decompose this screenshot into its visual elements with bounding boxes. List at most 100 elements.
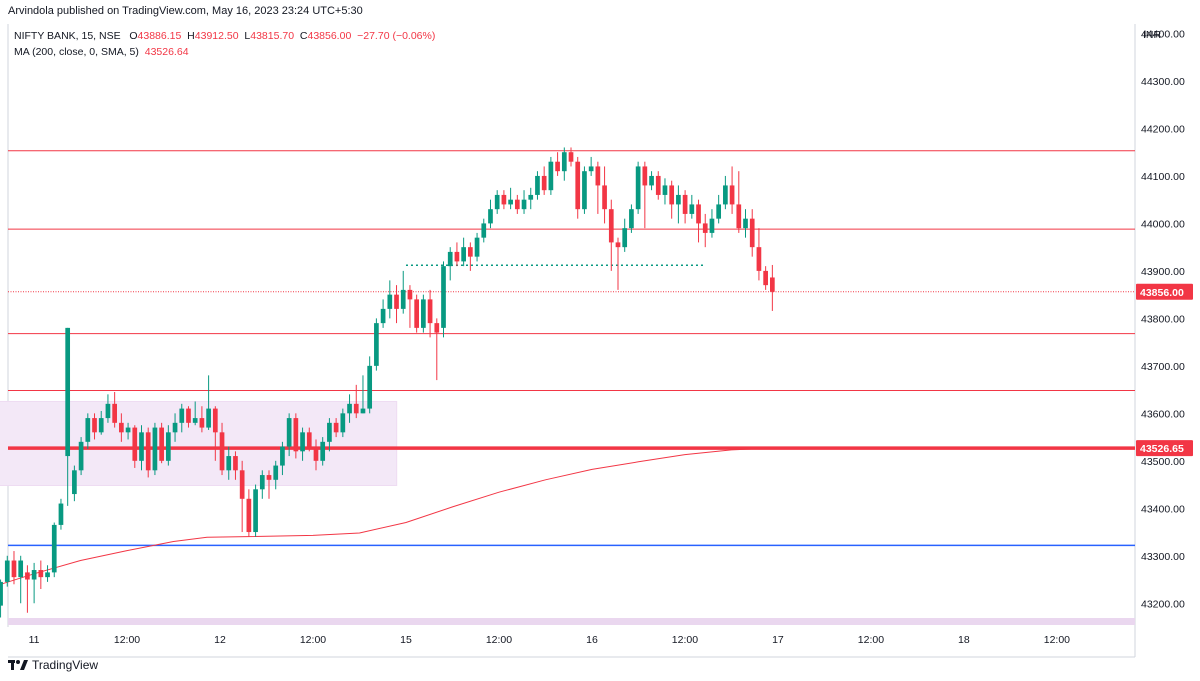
candle-body <box>696 204 701 224</box>
high-label: H <box>187 30 195 42</box>
candle-body <box>387 294 393 309</box>
y-tick-label: 43200.00 <box>1141 598 1185 610</box>
tradingview-footer: TradingView <box>8 658 98 672</box>
x-tick-label: 18 <box>958 634 970 646</box>
candle-body <box>655 175 661 195</box>
candle-body <box>447 251 453 267</box>
candle-body <box>467 247 473 257</box>
y-tick-label: 43500.00 <box>1141 456 1185 468</box>
candle-body <box>246 498 252 533</box>
candle-body <box>649 175 654 186</box>
candle-body <box>306 432 312 447</box>
candle-body <box>380 308 386 324</box>
candle-body <box>582 171 587 210</box>
y-tick-label: 44100.00 <box>1141 171 1185 183</box>
candle-body <box>327 422 332 442</box>
y-tick-label: 43900.00 <box>1141 266 1185 278</box>
low-value: 43815.70 <box>250 30 295 42</box>
candle-body <box>595 166 601 186</box>
candle-body <box>199 418 205 428</box>
candle-body <box>31 570 37 580</box>
publisher-caption: Arvindola published on TradingView.com, … <box>8 5 363 17</box>
y-tick-label: 43400.00 <box>1141 503 1185 515</box>
candle-body <box>394 294 399 309</box>
candle-body <box>763 270 768 286</box>
candle-body <box>434 323 440 333</box>
y-tick-label: 43700.00 <box>1141 361 1185 373</box>
candle-body <box>481 223 487 238</box>
candle-body <box>642 166 648 186</box>
x-tick-label: 12:00 <box>1044 634 1070 646</box>
change-value: −27.70 (−0.06%) <box>357 30 436 42</box>
candle-body <box>320 441 326 461</box>
candle-body <box>25 572 30 580</box>
candle-body <box>548 161 554 191</box>
x-tick-label: 12:00 <box>300 634 326 646</box>
x-tick-label: 12 <box>214 634 226 646</box>
candle-body <box>575 161 581 210</box>
candle-body <box>38 570 44 578</box>
candle-body <box>494 194 500 210</box>
candle-body <box>608 209 614 243</box>
candle-body <box>736 204 742 229</box>
candle-body <box>669 185 675 205</box>
candle-body <box>286 418 292 447</box>
candle-body <box>689 204 695 214</box>
candle-body <box>716 204 722 219</box>
candle-body <box>313 446 319 461</box>
candle-body <box>421 299 426 328</box>
candle-body <box>132 427 138 461</box>
candle-body <box>92 418 97 433</box>
y-tick-label: 44000.00 <box>1141 218 1185 230</box>
candle-body <box>266 475 272 480</box>
candle-body <box>454 251 460 262</box>
candle-body <box>521 199 527 210</box>
candle-body <box>11 560 17 578</box>
candle-body <box>709 218 715 233</box>
x-tick-label: 17 <box>772 634 784 646</box>
ma-line <box>0 447 775 585</box>
candle-body <box>488 209 493 224</box>
candle-body <box>374 323 379 366</box>
candle-body <box>629 209 634 229</box>
candle-body <box>119 422 124 433</box>
candle-body <box>145 432 151 471</box>
open-label: O <box>129 30 138 42</box>
x-tick-label: 15 <box>400 634 412 646</box>
ma-legend: MA (200, close, 0, SMA, 5) 43526.64 <box>14 46 189 58</box>
candle-body <box>729 185 735 205</box>
candle-body <box>233 456 238 471</box>
candle-body <box>407 289 413 300</box>
candle-body <box>239 470 245 499</box>
candle-body <box>514 199 520 210</box>
consolidation-zone <box>0 400 398 487</box>
candle-body <box>192 418 198 423</box>
candle-body <box>112 403 118 423</box>
y-tick-label: 43800.00 <box>1141 313 1185 325</box>
y-tick-label: 43300.00 <box>1141 551 1185 563</box>
candle-body <box>253 489 258 533</box>
x-tick-label: 12:00 <box>672 634 698 646</box>
candle-body <box>340 413 346 433</box>
candle-body <box>743 218 748 229</box>
candle-body <box>360 408 366 414</box>
candle-body <box>172 422 178 433</box>
candle-body <box>226 456 232 471</box>
price-badge-label: 43856.00 <box>1140 287 1184 299</box>
y-tick-label: 44400.00 <box>1141 28 1185 40</box>
candle-body <box>555 161 560 172</box>
candle-body <box>58 503 64 525</box>
candle-body <box>65 327 71 457</box>
candle-body <box>561 152 567 172</box>
candle-body <box>676 194 681 205</box>
candle-body <box>186 408 191 423</box>
candle-body <box>179 408 185 423</box>
candle-body <box>280 446 285 466</box>
candle-body <box>602 185 607 210</box>
candle-body <box>18 560 24 578</box>
symbol-label: NIFTY BANK, 15, NSE <box>14 30 121 42</box>
candle-body <box>105 403 111 419</box>
x-tick-label: 12:00 <box>858 634 884 646</box>
candle-body <box>615 242 621 248</box>
